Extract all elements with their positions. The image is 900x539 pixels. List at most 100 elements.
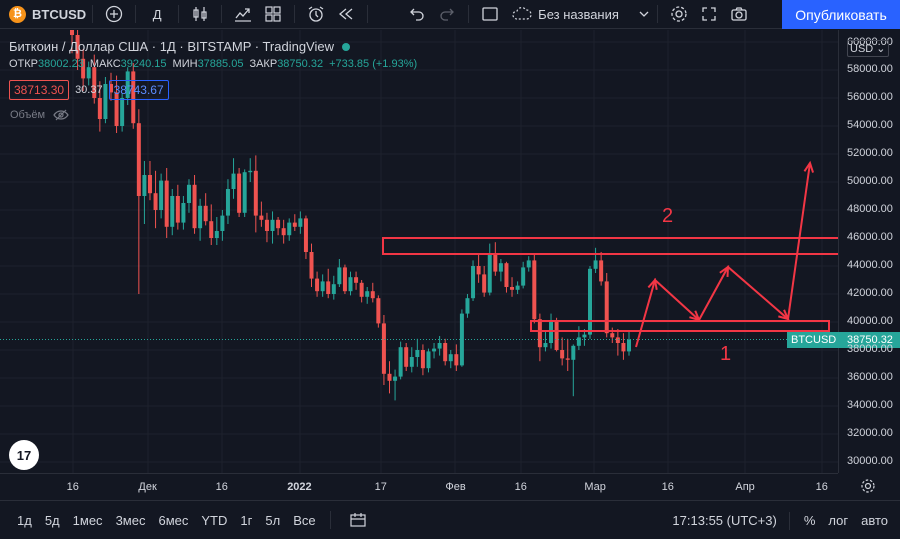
candle-body [276, 219, 281, 229]
bitcoin-icon: ₿ [9, 5, 26, 23]
candles-icon[interactable] [185, 0, 215, 29]
time-axis-label: 16 [815, 481, 828, 493]
candle-body [86, 67, 91, 79]
cloud-icon [512, 7, 532, 20]
open-label: ОТКР [9, 58, 39, 70]
toolbar-divider [92, 5, 94, 23]
candle-body [342, 267, 347, 292]
symbol-label: BTCUSD [32, 6, 87, 22]
time-axis-label: 16 [215, 481, 228, 493]
price-axis-label: 46000.00 [847, 231, 893, 243]
high-label: МАКС [89, 58, 121, 70]
candle-body [498, 263, 503, 272]
indicators-icon[interactable] [228, 0, 258, 29]
fullscreen-icon[interactable] [694, 0, 724, 29]
range-button[interactable]: 1г [240, 512, 253, 528]
range-button[interactable]: Все [293, 512, 316, 528]
range-buttons: 1д 5д 1мес 3мес 6мес YTD 1г 5л Все [4, 513, 316, 528]
timezone-clock[interactable]: 17:13:55 (UTC+3) [672, 513, 777, 528]
candle-body [515, 285, 520, 290]
candle-body [493, 254, 498, 272]
candle-body [432, 348, 437, 352]
symbol-search[interactable]: ₿ BTCUSD [0, 0, 86, 29]
percent-scale-toggle[interactable]: % [803, 513, 816, 528]
last-price-label: 38750.32 [839, 332, 900, 348]
candle-body [565, 358, 570, 360]
date-range-icon[interactable] [349, 512, 367, 528]
legend-title[interactable]: Биткоин / Доллар США · 1Д · BITSTAMP · T… [9, 39, 350, 54]
range-button[interactable]: 1д [17, 512, 32, 528]
candle-body [259, 215, 264, 220]
camera-icon[interactable] [724, 0, 754, 29]
resistance-zone-rectangle [382, 237, 841, 255]
price-axis-top-label: 60000.00 [847, 36, 893, 48]
range-button[interactable]: 5д [44, 512, 60, 528]
candle-body [537, 319, 542, 348]
candle-body [599, 260, 604, 282]
range-button[interactable]: 5л [265, 512, 281, 528]
candle-body [181, 203, 186, 223]
candle-body [81, 58, 86, 79]
candle-body [476, 266, 481, 275]
candle-body [147, 175, 152, 194]
redo-icon[interactable] [432, 0, 462, 29]
candle-body [359, 282, 364, 297]
ohlc-values: ОТКР38002.23 МАКС39240.15 МИН37885.05 ЗА… [9, 58, 417, 70]
candle-body [70, 28, 74, 35]
candle-body [303, 218, 308, 252]
alert-icon[interactable] [301, 0, 331, 29]
templates-icon[interactable] [258, 0, 288, 29]
toolbar-divider [788, 511, 790, 530]
undo-icon[interactable] [402, 0, 432, 29]
candle-body [108, 84, 113, 93]
price-axis-label: 50000.00 [847, 175, 893, 187]
candle-body [571, 345, 576, 360]
axis-settings-gear-icon[interactable] [860, 478, 876, 494]
candle-body [253, 170, 258, 216]
price-chart[interactable]: 12 [0, 16, 841, 473]
auto-scale-toggle[interactable]: авто [861, 513, 888, 528]
log-scale-toggle[interactable]: лог [828, 513, 849, 528]
toolbar-divider [221, 5, 223, 23]
candle-body [281, 228, 286, 236]
eye-hidden-icon[interactable] [53, 109, 69, 121]
price-axis-label: 58000.00 [847, 63, 893, 75]
candle-body [248, 170, 253, 173]
candle-body [443, 343, 448, 362]
sell-button[interactable]: 38713.30 [9, 80, 70, 100]
tradingview-logo[interactable]: 17 [9, 440, 39, 470]
toolbar-divider [468, 5, 470, 23]
candle-body [326, 281, 331, 294]
time-axis[interactable]: 16 Дек 16 2022 17 Фев 16 Мар 16 Апр 16 [0, 473, 838, 499]
fullscreen-box-icon[interactable] [475, 0, 505, 29]
volume-legend[interactable]: Объём [10, 109, 69, 121]
publish-button[interactable]: Опубликовать [782, 0, 900, 29]
price-axis-label: 34000.00 [847, 399, 893, 411]
arrowhead-icon [778, 309, 790, 321]
symbol-price-tag: BTCUSD [787, 332, 841, 348]
price-axis[interactable]: 60000.00 USD ⌄ 38750.32 58000.00 56000.00… [838, 30, 900, 473]
buy-button[interactable]: 38743.67 [108, 80, 169, 100]
range-button[interactable]: 1мес [72, 512, 103, 528]
candle-body [454, 354, 459, 366]
range-button[interactable]: 3мес [115, 512, 146, 528]
price-axis-label: 54000.00 [847, 119, 893, 131]
candle-body [504, 263, 509, 287]
candle-body [309, 252, 314, 279]
interval-button[interactable]: Д [152, 6, 162, 22]
time-axis-label: Дек [138, 481, 157, 493]
layout-name-button[interactable]: Без названия [511, 0, 651, 29]
candle-body [92, 67, 97, 98]
candle-body [487, 254, 492, 293]
spread-value: 30.37 [75, 84, 103, 96]
currency-select[interactable]: USD ⌄ [847, 40, 889, 57]
annotation-label-1: 1 [720, 343, 731, 365]
replay-icon[interactable] [331, 0, 361, 29]
range-button[interactable]: 6мес [158, 512, 189, 528]
settings-gear-icon[interactable] [664, 0, 694, 29]
compare-add-icon[interactable] [99, 0, 129, 29]
candle-body [237, 173, 242, 213]
close-value: 38750.32 [277, 58, 324, 70]
range-button[interactable]: YTD [201, 512, 228, 528]
